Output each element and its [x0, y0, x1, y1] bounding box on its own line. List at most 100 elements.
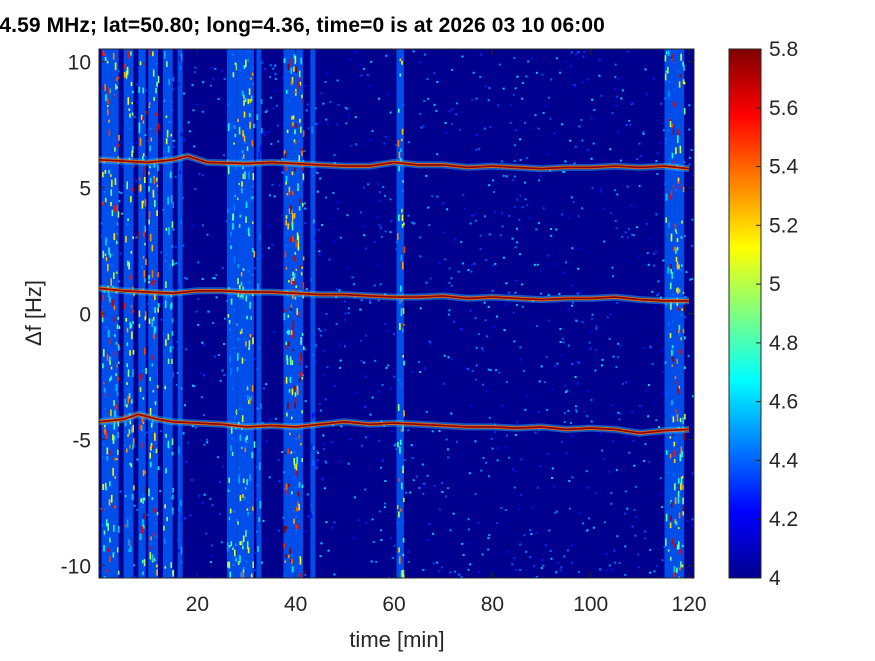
noise-speckle [263, 130, 265, 133]
noise-speckle [515, 569, 518, 571]
noise-speckle [514, 434, 517, 436]
noise-speckle [183, 92, 185, 95]
interference-speckle [232, 547, 234, 550]
noise-speckle [482, 383, 484, 386]
noise-speckle [350, 144, 353, 147]
noise-speckle [407, 550, 410, 553]
interference-speckle [116, 458, 118, 461]
noise-speckle [647, 263, 650, 266]
interference-speckle [112, 298, 114, 307]
noise-speckle [469, 309, 472, 312]
noise-speckle [496, 447, 499, 450]
noise-speckle [433, 103, 436, 106]
noise-speckle [561, 170, 564, 173]
noise-speckle [475, 97, 478, 100]
noise-speckle [322, 434, 325, 437]
interference-speckle [292, 213, 294, 221]
interference-speckle [235, 162, 237, 170]
noise-speckle [307, 127, 310, 130]
noise-speckle [316, 190, 319, 193]
noise-speckle [571, 363, 573, 365]
interference-speckle [141, 526, 144, 534]
interference-speckle [301, 148, 303, 151]
interference-speckle [245, 201, 248, 208]
interference-speckle [313, 219, 315, 225]
interference-speckle [294, 141, 297, 145]
noise-speckle [579, 512, 582, 515]
noise-speckle [305, 288, 308, 291]
noise-speckle [355, 143, 358, 146]
interference-speckle [239, 495, 242, 502]
interference-speckle [164, 300, 167, 308]
noise-speckle [354, 51, 357, 54]
interference-speckle [237, 521, 239, 525]
noise-speckle [377, 182, 380, 185]
interference-speckle [142, 87, 145, 94]
interference-speckle [311, 413, 314, 418]
noise-speckle [315, 122, 318, 125]
noise-speckle [646, 222, 649, 225]
noise-speckle [484, 85, 487, 88]
noise-speckle [184, 404, 186, 407]
noise-speckle [547, 452, 550, 455]
noise-speckle [207, 576, 210, 578]
interference-speckle [667, 270, 669, 274]
interference-speckle [129, 545, 132, 552]
noise-speckle [547, 294, 550, 296]
interference-speckle [236, 197, 239, 200]
noise-speckle [560, 566, 563, 569]
noise-speckle [262, 519, 265, 522]
noise-speckle [365, 522, 367, 524]
interference-speckle [669, 522, 672, 529]
interference-speckle [261, 128, 263, 134]
noise-speckle [458, 573, 461, 576]
noise-speckle [616, 535, 619, 538]
noise-speckle [319, 330, 322, 332]
interference-band [669, 49, 685, 578]
noise-speckle [445, 495, 447, 498]
noise-speckle [508, 456, 511, 459]
interference-speckle [291, 77, 294, 84]
interference-speckle [402, 355, 404, 358]
noise-speckle [492, 191, 495, 194]
noise-speckle [378, 510, 381, 513]
noise-speckle [646, 389, 649, 392]
interference-speckle [296, 308, 298, 315]
interference-speckle [672, 127, 675, 135]
noise-speckle [418, 487, 421, 489]
interference-speckle [296, 524, 298, 530]
noise-speckle [661, 559, 664, 562]
interference-speckle [115, 404, 117, 410]
noise-speckle [457, 270, 460, 273]
interference-speckle [252, 247, 254, 253]
noise-speckle [488, 87, 491, 90]
interference-speckle [297, 242, 300, 251]
noise-speckle [512, 311, 515, 314]
noise-speckle [563, 555, 566, 558]
interference-speckle [246, 386, 249, 391]
noise-speckle [534, 114, 537, 117]
noise-speckle [383, 142, 386, 145]
noise-speckle [211, 67, 214, 69]
noise-speckle [428, 224, 431, 227]
interference-speckle [180, 546, 183, 555]
interference-speckle [291, 222, 294, 231]
noise-speckle [529, 556, 532, 559]
noise-speckle [653, 402, 656, 405]
interference-speckle [243, 496, 246, 501]
noise-speckle [659, 477, 662, 480]
interference-speckle [682, 511, 684, 516]
interference-speckle [679, 418, 682, 423]
interference-speckle [139, 61, 142, 66]
noise-speckle [570, 421, 572, 424]
noise-speckle [337, 103, 340, 106]
interference-speckle [117, 449, 119, 456]
interference-speckle [230, 298, 233, 305]
interference-speckle [107, 329, 110, 338]
noise-speckle [454, 237, 457, 240]
interference-speckle [300, 126, 302, 134]
interference-speckle [172, 510, 174, 515]
noise-speckle [254, 552, 257, 555]
noise-speckle [615, 227, 618, 230]
interference-speckle [285, 376, 288, 384]
